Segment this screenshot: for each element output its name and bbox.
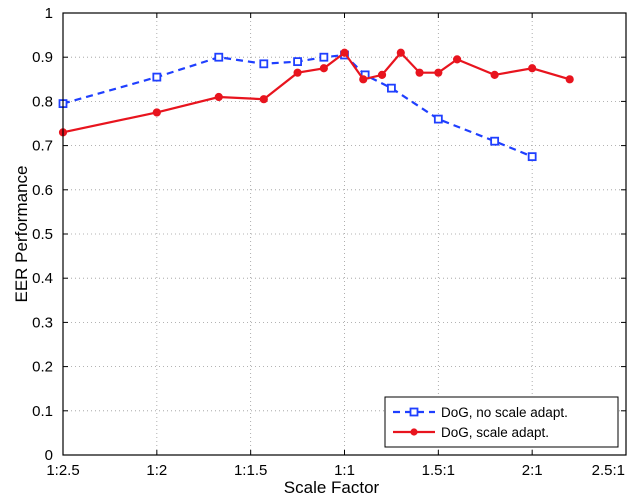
y-tick-label: 1	[45, 5, 53, 22]
data-point	[340, 48, 349, 57]
legend-label: DoG, scale adapt.	[441, 425, 549, 440]
data-point	[387, 83, 396, 93]
legend-item: DoG, no scale adapt.	[393, 405, 568, 420]
y-tick-label: 0.3	[32, 314, 53, 331]
data-point	[293, 57, 302, 67]
plot-layer: 0 0.1 0.2 0.3 0.4 0.5 0.6 0.7 0.8 0.9 1 1:2.5 1:2 1:1…	[32, 5, 627, 479]
data-point	[152, 72, 162, 82]
y-tick-label: 0.8	[32, 93, 53, 110]
x-tick-label: 1:1	[334, 462, 355, 479]
data-point	[319, 64, 328, 73]
y-tick-label: 0.5	[32, 226, 53, 243]
data-point	[490, 136, 500, 146]
data-point	[528, 64, 537, 73]
data-point	[490, 70, 499, 79]
y-tick-label: 0.1	[32, 403, 53, 420]
x-tick-label: 1.5:1	[422, 462, 455, 479]
x-tick-label: 2.5:1	[592, 462, 625, 479]
data-point	[433, 114, 443, 124]
axes-frame	[62, 12, 627, 456]
data-point	[214, 52, 224, 62]
y-axis-title: EER Performance	[12, 166, 31, 303]
y-tick-label: 0.6	[32, 182, 53, 199]
x-tick-label: 2:1	[522, 462, 543, 479]
y-tick-label: 0.2	[32, 359, 53, 376]
data-point	[377, 70, 387, 79]
data-point	[214, 92, 223, 102]
data-point	[319, 52, 329, 62]
legend-item: DoG, scale adapt.	[393, 425, 549, 440]
legend: DoG, no scale adapt. DoG, scale adapt.	[384, 396, 619, 448]
x-tick-label: 1:2.5	[46, 462, 79, 479]
data-point	[259, 59, 269, 69]
data-point	[453, 55, 462, 64]
data-point	[434, 68, 443, 77]
legend-marker	[410, 428, 418, 436]
legend-label: DoG, no scale adapt.	[441, 405, 568, 420]
series-line	[62, 53, 533, 158]
y-tick-label: 0.4	[32, 270, 53, 287]
y-tick-label: 0.7	[32, 138, 53, 155]
legend-box	[384, 396, 619, 448]
series-line	[62, 51, 571, 134]
x-tick-label: 1:1.5	[234, 462, 267, 479]
data-point	[152, 108, 161, 117]
data-point	[415, 68, 424, 77]
data-point	[396, 48, 405, 57]
legend-marker	[409, 407, 419, 417]
data-point	[565, 75, 574, 84]
x-axis-title: Scale Factor	[284, 478, 380, 497]
x-tick-label: 1:2	[146, 462, 167, 479]
data-point	[359, 75, 368, 84]
data-point	[527, 152, 537, 162]
y-tick-label: 0	[45, 447, 53, 464]
data-point	[293, 68, 302, 77]
series-2	[58, 48, 574, 137]
y-tick-label: 0.9	[32, 49, 53, 66]
data-point	[259, 95, 268, 104]
